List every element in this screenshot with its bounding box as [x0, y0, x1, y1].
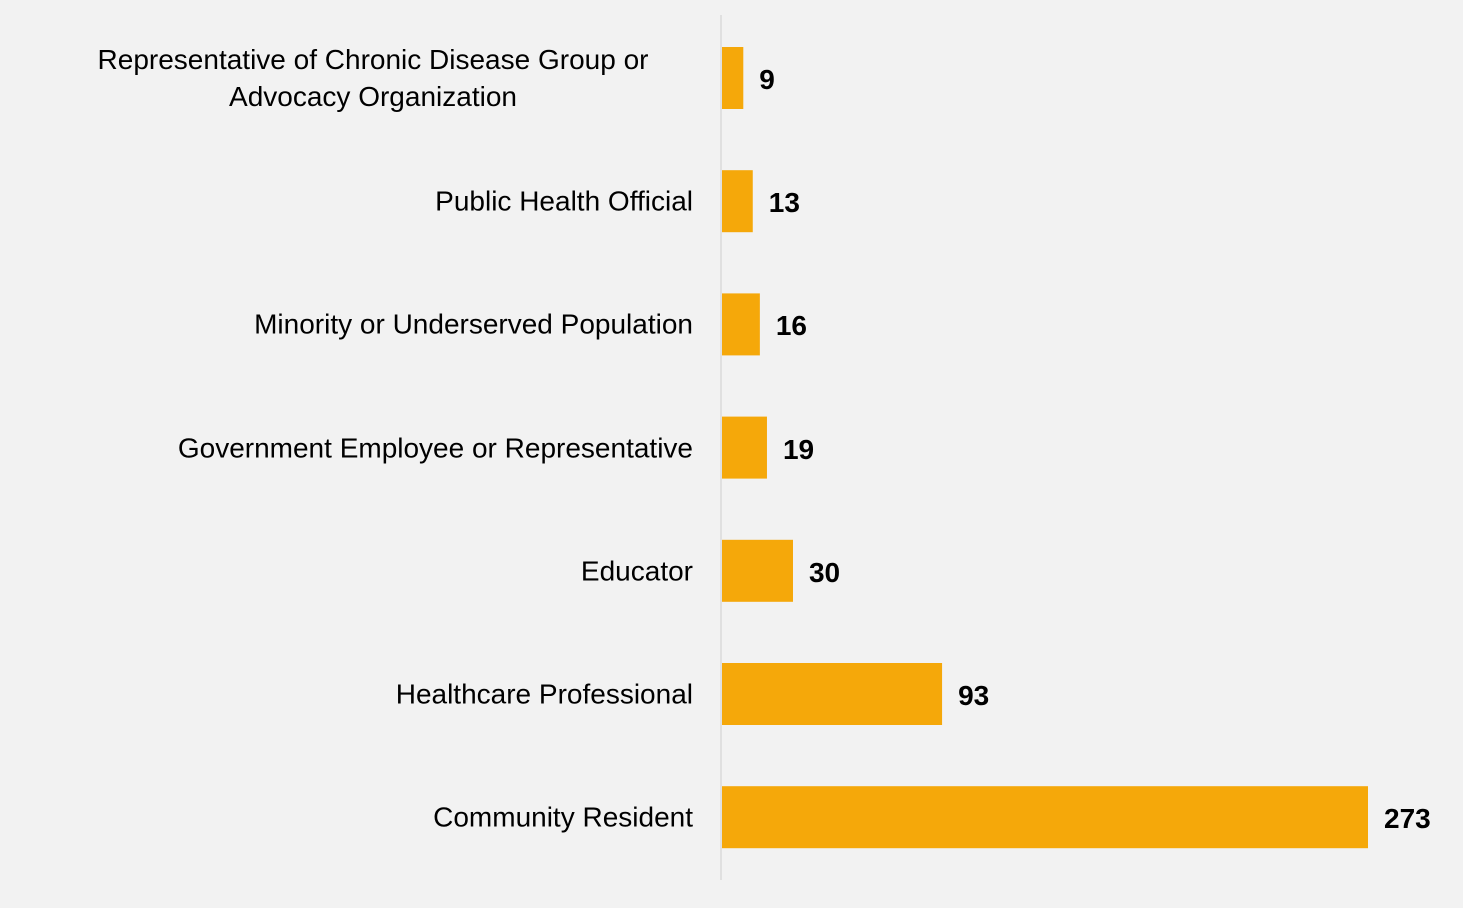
value-label: 30 — [808, 556, 841, 588]
category-label: Public Health Official — [435, 185, 693, 217]
category-label: Minority or Underserved Population — [254, 308, 693, 340]
bar — [722, 786, 1368, 849]
value-label: 16 — [775, 310, 808, 342]
category-label: Representative of Chronic Disease Group … — [97, 44, 649, 112]
value-label: 19 — [782, 433, 815, 465]
value-label: 273 — [1384, 803, 1431, 835]
bar — [722, 663, 943, 725]
category-label: Educator — [580, 555, 693, 587]
category-label: Healthcare Professional — [395, 678, 693, 710]
bar — [722, 416, 767, 479]
category-label: Community Resident — [433, 801, 693, 833]
value-label: 9 — [759, 64, 775, 95]
bar — [722, 293, 760, 356]
bar — [722, 170, 753, 233]
bar — [722, 539, 793, 602]
value-label: 13 — [768, 187, 800, 219]
category-label: Government Employee or Representative — [177, 432, 693, 464]
bar — [722, 47, 744, 109]
value-label: 93 — [958, 680, 990, 711]
